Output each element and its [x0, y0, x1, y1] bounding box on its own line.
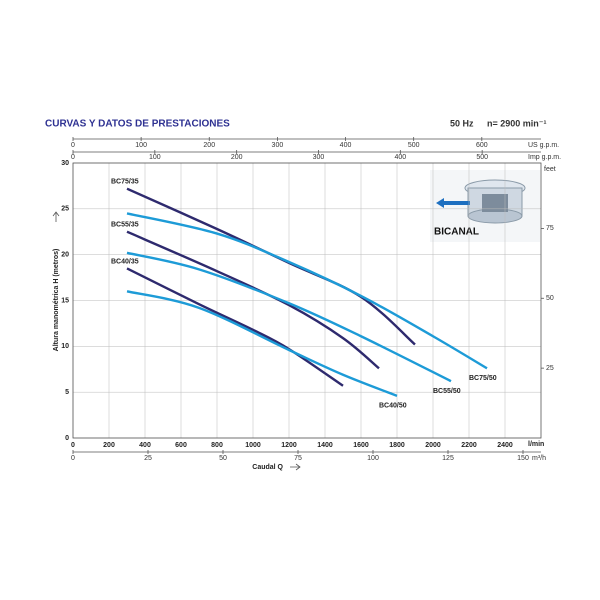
- y-tick-label: 25: [61, 206, 69, 213]
- series-label: BC55/35: [111, 222, 139, 229]
- tick-label: 500: [408, 142, 420, 149]
- y-tick-label: 15: [61, 297, 69, 304]
- tick-label: 100: [367, 455, 379, 462]
- curve: [126, 187, 416, 346]
- arrow: [290, 463, 301, 471]
- tick-label: 100: [135, 142, 147, 149]
- tick-label: 0: [71, 154, 75, 161]
- tick-label: 0: [71, 142, 75, 149]
- y-tick-label: 0: [65, 435, 69, 442]
- curve: [126, 230, 380, 370]
- impeller: [482, 194, 508, 212]
- series-label: BC40/35: [111, 258, 139, 265]
- inset-illustration: [430, 170, 540, 242]
- arrow: [52, 211, 60, 222]
- series-label: BC75/50: [469, 375, 497, 382]
- curve: [126, 251, 452, 383]
- x-tick-label: 600: [175, 442, 187, 449]
- x-tick-label: 1800: [389, 442, 405, 449]
- series-label: BC55/50: [433, 388, 461, 395]
- tick-label: 400: [394, 154, 406, 161]
- tick-label: 200: [203, 142, 215, 149]
- tick-label: 400: [340, 142, 352, 149]
- x-tick-label: 2200: [461, 442, 477, 449]
- tick-label: 0: [71, 455, 75, 462]
- x-tick-label: 1400: [317, 442, 333, 449]
- speed: n= 2900 min⁻¹: [487, 118, 547, 128]
- y-tick-label: 20: [61, 252, 69, 259]
- series-label: BC40/50: [379, 403, 407, 410]
- y-tick-label: 10: [61, 343, 69, 350]
- axis-unit: m³/h: [532, 455, 546, 462]
- x-tick-label: 2400: [497, 442, 513, 449]
- tick-label: 150: [517, 455, 529, 462]
- x-tick-label: 200: [103, 442, 115, 449]
- tick-label: 300: [313, 154, 325, 161]
- x-tick-label: 1000: [245, 442, 261, 449]
- y-axis-label: Altura manométrica H (metros): [53, 249, 60, 352]
- tick-label: 25: [144, 455, 152, 462]
- x-tick-label: 400: [139, 442, 151, 449]
- frequency: 50 Hz: [450, 118, 474, 128]
- curve: [126, 290, 398, 397]
- tick-label: 100: [149, 154, 161, 161]
- x-tick-label: 1200: [281, 442, 297, 449]
- x-unit: l/min: [528, 441, 544, 448]
- y2-tick-label: 50: [546, 295, 554, 302]
- tick-label: 75: [294, 455, 302, 462]
- y-tick-label: 5: [65, 389, 69, 396]
- curve: [126, 267, 344, 387]
- y2-tick-label: 75: [546, 225, 554, 232]
- x-tick-label: 0: [71, 442, 75, 449]
- annotation: BICANAL: [434, 227, 479, 238]
- tick-label: 50: [219, 455, 227, 462]
- flow-arrow-head: [436, 198, 444, 208]
- tick-label: 300: [272, 142, 284, 149]
- curve: [126, 212, 488, 370]
- x-tick-label: 800: [211, 442, 223, 449]
- tick-label: 200: [231, 154, 243, 161]
- y2-axis-label: feet: [544, 166, 556, 173]
- tick-label: 600: [476, 142, 488, 149]
- x-axis-label: Caudal Q: [252, 464, 283, 471]
- y-tick-label: 30: [61, 160, 69, 167]
- chart-title: CURVAS Y DATOS DE PRESTACIONES: [45, 119, 230, 130]
- series-label: BC75/35: [111, 179, 139, 186]
- x-tick-label: 2000: [425, 442, 441, 449]
- tick-label: 500: [476, 154, 488, 161]
- plot-frame: [72, 162, 542, 439]
- x-tick-label: 1600: [353, 442, 369, 449]
- axis-unit: US g.p.m.: [528, 142, 559, 149]
- axis-unit: Imp g.p.m.: [528, 154, 561, 161]
- tick-label: 125: [442, 455, 454, 462]
- y2-tick-label: 25: [546, 365, 554, 372]
